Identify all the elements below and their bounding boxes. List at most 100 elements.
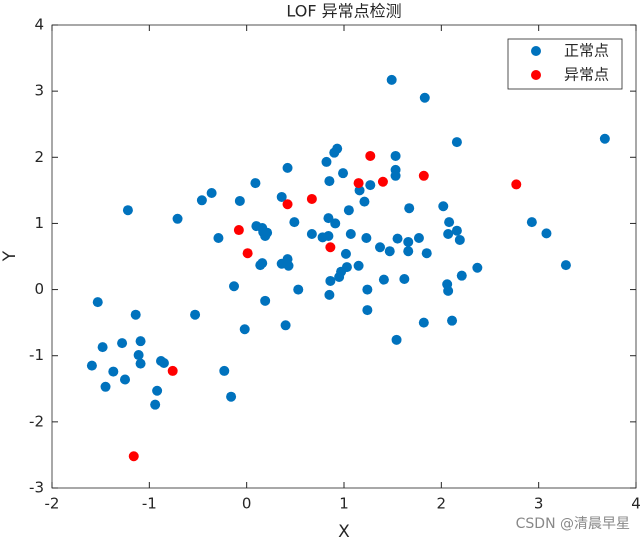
- point: [403, 236, 414, 247]
- point: [219, 365, 230, 376]
- point: [108, 366, 119, 377]
- y-tick-label: -1: [29, 346, 44, 364]
- point: [361, 232, 372, 243]
- point: [353, 178, 364, 189]
- point: [260, 295, 271, 306]
- legend-label: 异常点: [564, 66, 609, 84]
- point: [511, 179, 522, 190]
- point: [306, 229, 317, 240]
- point: [97, 342, 108, 353]
- point: [560, 260, 571, 271]
- y-tick-label: 0: [34, 280, 44, 298]
- point: [541, 228, 552, 239]
- x-tick-label: 3: [534, 495, 544, 513]
- point: [599, 133, 610, 144]
- point: [447, 315, 458, 326]
- point: [250, 178, 261, 189]
- point: [133, 350, 144, 361]
- point: [386, 74, 397, 85]
- point: [135, 336, 146, 347]
- point: [390, 150, 401, 161]
- point: [421, 248, 432, 259]
- point: [345, 229, 356, 240]
- point: [418, 170, 429, 181]
- point: [280, 320, 291, 331]
- point: [325, 275, 336, 286]
- point: [324, 176, 335, 187]
- point: [444, 217, 455, 228]
- legend-marker: [531, 46, 541, 56]
- point: [391, 334, 402, 345]
- point: [196, 195, 207, 206]
- point: [306, 193, 317, 204]
- point: [283, 260, 294, 271]
- point: [454, 234, 465, 245]
- point: [242, 248, 253, 259]
- point: [362, 284, 373, 295]
- point: [384, 246, 395, 257]
- point: [255, 260, 266, 271]
- point: [128, 451, 139, 462]
- point: [334, 272, 345, 283]
- point: [443, 285, 454, 296]
- point: [403, 246, 414, 257]
- point: [190, 309, 201, 320]
- legend-marker: [531, 70, 541, 80]
- point: [451, 137, 462, 148]
- point: [172, 213, 183, 224]
- point: [456, 270, 467, 281]
- point: [226, 391, 237, 402]
- point: [92, 297, 103, 308]
- point: [282, 162, 293, 173]
- point: [359, 196, 370, 207]
- y-tick-label: 4: [34, 16, 44, 34]
- point: [377, 176, 388, 187]
- y-tick-label: 2: [34, 148, 44, 166]
- y-tick-label: 1: [34, 214, 44, 232]
- point: [229, 281, 240, 292]
- point: [365, 150, 376, 161]
- point: [282, 199, 293, 210]
- point: [438, 201, 449, 212]
- point: [100, 381, 111, 392]
- x-tick-label: -1: [142, 495, 157, 513]
- y-tick-label: -2: [29, 412, 44, 430]
- point: [135, 358, 146, 369]
- x-axis-label: X: [338, 522, 350, 542]
- x-tick-label: -2: [45, 495, 60, 513]
- point: [362, 305, 373, 316]
- point: [323, 213, 334, 224]
- point: [289, 217, 300, 228]
- y-tick-label: -3: [29, 479, 44, 497]
- point: [158, 357, 169, 368]
- point: [451, 225, 462, 236]
- legend-label: 正常点: [564, 42, 609, 60]
- point: [234, 195, 245, 206]
- x-tick-label: 0: [242, 495, 252, 513]
- point: [390, 170, 401, 181]
- watermark: CSDN @清晨早星: [516, 516, 630, 532]
- point: [86, 360, 97, 371]
- point: [122, 205, 133, 216]
- point: [354, 185, 365, 196]
- point: [375, 242, 386, 253]
- y-tick-label: 3: [34, 82, 44, 100]
- point: [343, 205, 354, 216]
- point: [392, 233, 403, 244]
- point: [330, 218, 341, 229]
- point: [130, 309, 141, 320]
- y-axis-label: Y: [0, 250, 20, 262]
- point: [321, 156, 332, 167]
- point: [233, 225, 244, 236]
- point: [213, 232, 224, 243]
- x-tick-label: 4: [631, 495, 641, 513]
- point: [329, 147, 340, 158]
- point: [325, 242, 336, 253]
- point: [365, 180, 376, 191]
- point: [526, 217, 537, 228]
- point: [276, 191, 287, 202]
- point: [472, 262, 483, 273]
- point: [117, 338, 128, 349]
- point: [324, 289, 335, 300]
